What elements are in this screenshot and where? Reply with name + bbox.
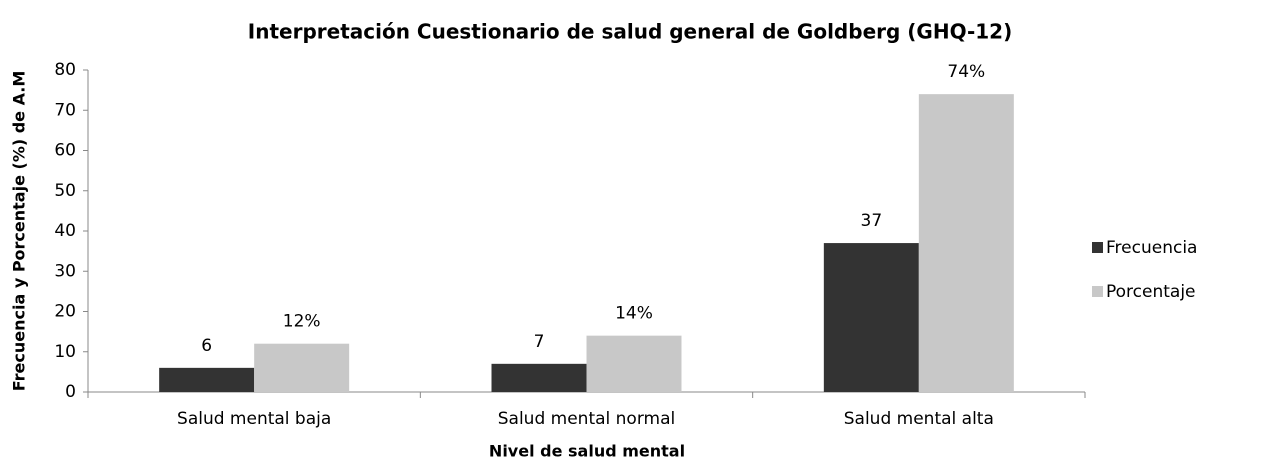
x-tick-label: Salud mental normal	[498, 409, 675, 429]
x-tick-label: Salud mental baja	[177, 409, 331, 429]
bar	[918, 94, 1014, 393]
data-label: 37	[861, 211, 883, 231]
data-label: 12%	[283, 312, 321, 332]
y-tick-label: 80	[54, 60, 76, 80]
bar	[254, 343, 350, 392]
data-label: 6	[201, 336, 212, 356]
bar	[491, 363, 587, 392]
chart-title: Interpretación Cuestionario de salud gen…	[248, 20, 1012, 44]
bar	[586, 335, 682, 392]
x-axis-title: Nivel de salud mental	[489, 442, 685, 461]
bar	[159, 367, 255, 392]
legend-swatch	[1092, 286, 1103, 297]
legend-label: Porcentaje	[1106, 282, 1196, 302]
legend-swatch	[1092, 242, 1103, 253]
bar	[823, 243, 919, 392]
y-tick-label: 60	[54, 141, 76, 161]
y-tick-label: 40	[54, 221, 76, 241]
x-tick-label: Salud mental alta	[844, 409, 994, 429]
y-tick-label: 30	[54, 261, 76, 281]
legend-label: Frecuencia	[1106, 238, 1197, 258]
y-tick-label: 0	[65, 382, 76, 402]
y-tick-label: 70	[54, 100, 76, 120]
y-tick-label: 50	[54, 181, 76, 201]
y-tick-label: 10	[54, 342, 76, 362]
y-axis-title: Frecuencia y Porcentaje (%) de A.M	[10, 71, 29, 392]
data-label: 74%	[947, 62, 985, 82]
y-tick-label: 20	[54, 302, 76, 322]
data-label: 7	[534, 332, 545, 352]
data-label: 14%	[615, 304, 653, 324]
